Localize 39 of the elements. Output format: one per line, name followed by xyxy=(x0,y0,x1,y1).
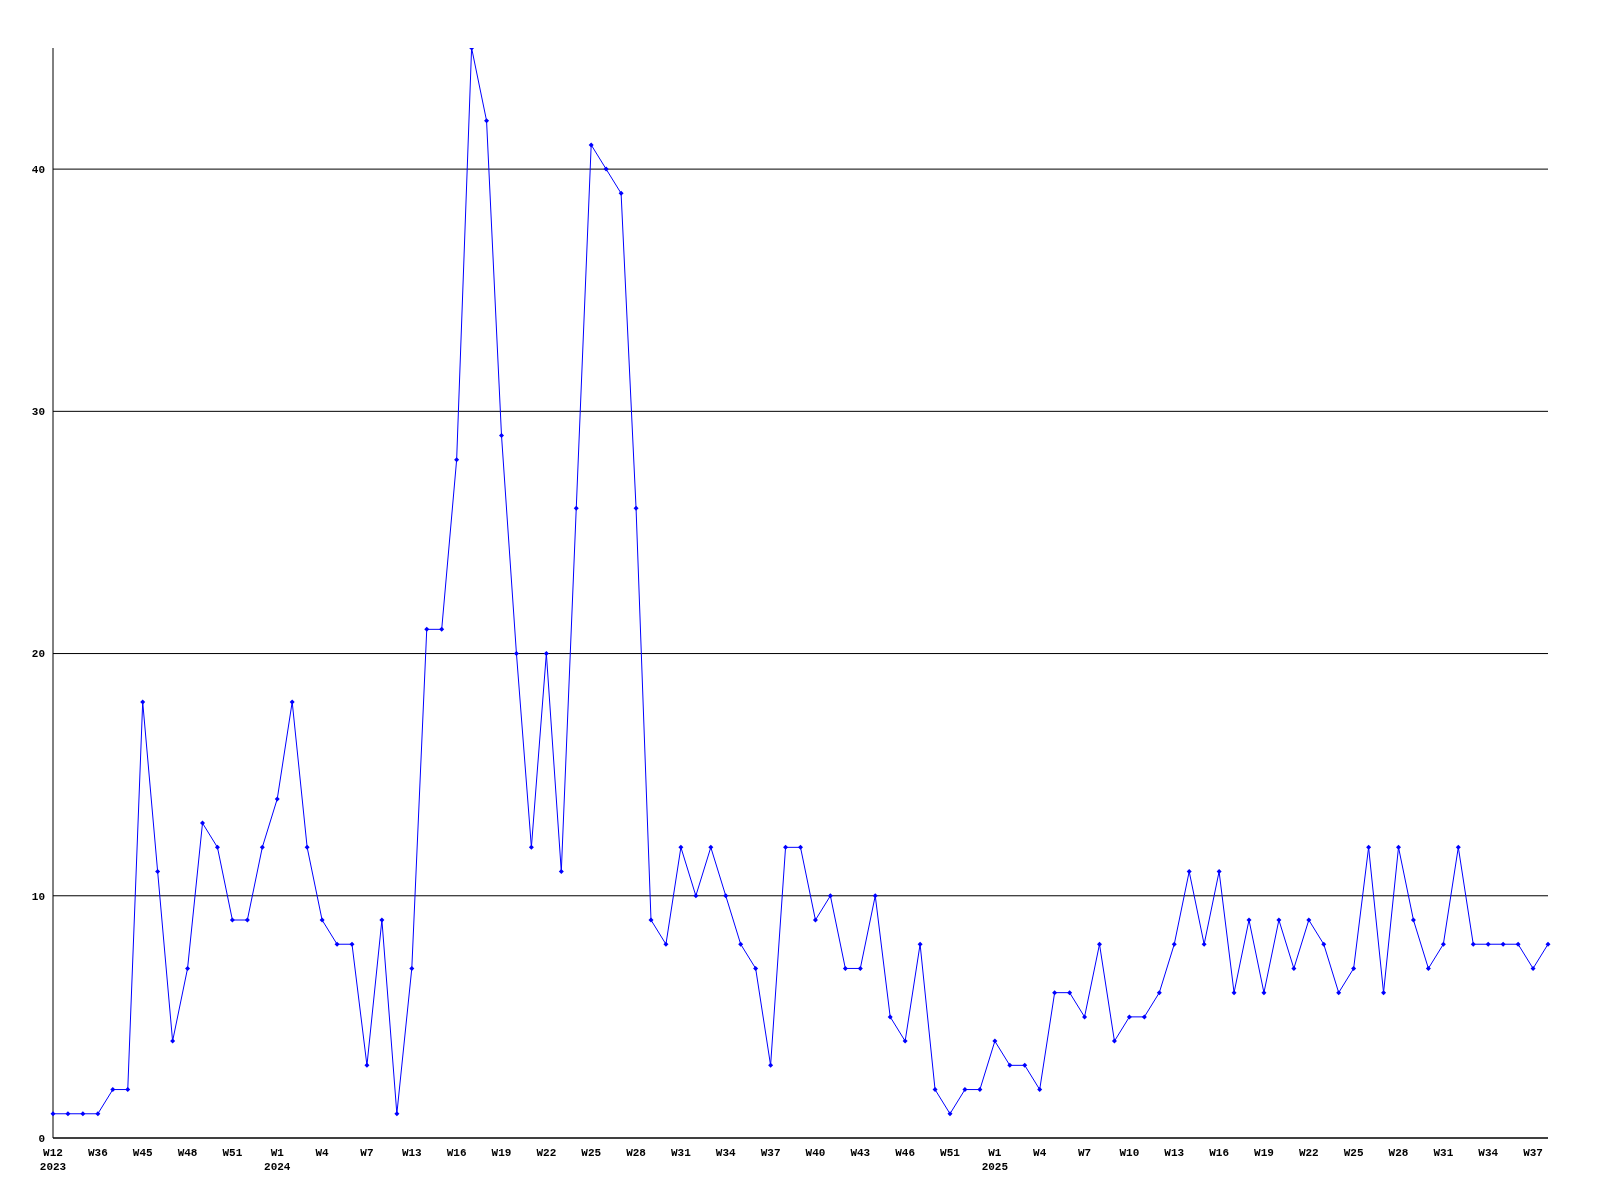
x-tick-label: W1 2025 xyxy=(981,1147,1009,1173)
x-tick-label: W28 xyxy=(626,1147,647,1159)
x-tick-label: W37 xyxy=(760,1147,781,1159)
x-tick-label: W19 xyxy=(1254,1147,1274,1159)
x-tick-label: W51 xyxy=(222,1147,243,1159)
x-tick-label: W37 xyxy=(1523,1147,1543,1159)
x-tick-label: W7 xyxy=(360,1147,374,1159)
y-tick-label: 40 xyxy=(31,164,45,177)
x-tick-label: W16 xyxy=(446,1147,467,1159)
x-tick-label: W19 xyxy=(491,1147,512,1159)
x-tick-label: W34 xyxy=(1478,1147,1499,1159)
y-tick-label: 10 xyxy=(31,890,45,903)
x-tick-label: W1 2024 xyxy=(264,1147,291,1173)
y-tick-label: 0 xyxy=(38,1132,45,1145)
x-tick-label: W40 xyxy=(805,1147,826,1159)
x-tick-label: W13 xyxy=(1164,1147,1185,1159)
x-tick-label: W12 2023 xyxy=(39,1147,67,1173)
x-tick-label: W25 xyxy=(1343,1147,1364,1159)
x-tick-label: W10 xyxy=(1119,1147,1140,1159)
y-tick-label: 30 xyxy=(31,406,45,419)
x-tick-label: W31 xyxy=(1433,1147,1454,1159)
y-tick-label: 20 xyxy=(31,648,45,661)
x-tick-label: W48 xyxy=(177,1147,198,1159)
x-tick-label: W4 xyxy=(315,1147,330,1159)
x-tick-label: W22 xyxy=(1298,1147,1319,1159)
x-tick-label: W45 xyxy=(132,1147,153,1159)
x-tick-label: W31 xyxy=(670,1147,692,1159)
x-tick-label: W7 xyxy=(1077,1147,1092,1159)
x-tick-label: W25 xyxy=(581,1147,602,1159)
x-tick-label: W51 xyxy=(940,1147,961,1159)
x-tick-label: W16 xyxy=(1209,1147,1230,1159)
x-tick-label: W43 xyxy=(850,1147,871,1159)
x-tick-label: W28 xyxy=(1388,1147,1409,1159)
x-tick-label: W13 xyxy=(401,1147,423,1159)
x-tick-label: W22 xyxy=(536,1147,557,1159)
x-tick-label: W34 xyxy=(715,1147,737,1159)
x-tick-label: W4 xyxy=(1033,1147,1047,1159)
x-tick-label: W46 xyxy=(895,1147,916,1159)
x-tick-label: W36 xyxy=(87,1147,108,1159)
